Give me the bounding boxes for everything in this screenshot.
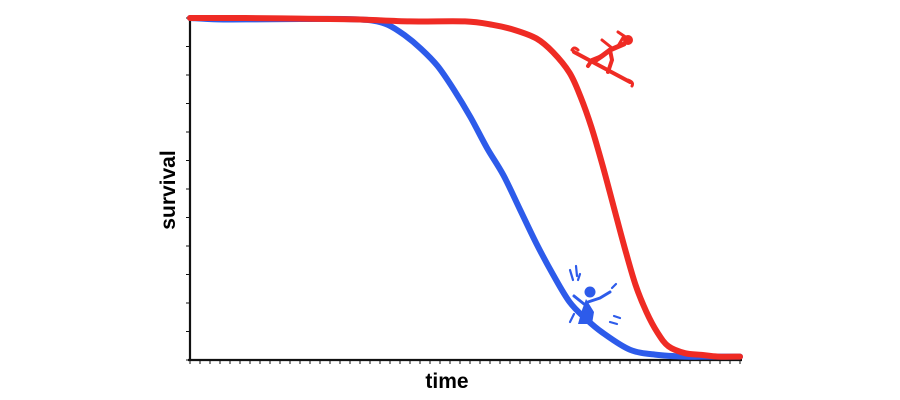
x-axis-title: time xyxy=(425,370,468,393)
y-axis-title: survival xyxy=(157,150,180,229)
series-line-red xyxy=(187,14,743,360)
series-line-blue xyxy=(187,15,743,360)
snowboarder-icon xyxy=(570,30,634,88)
series-layer xyxy=(187,14,743,360)
drowning-person-icon xyxy=(568,264,622,326)
